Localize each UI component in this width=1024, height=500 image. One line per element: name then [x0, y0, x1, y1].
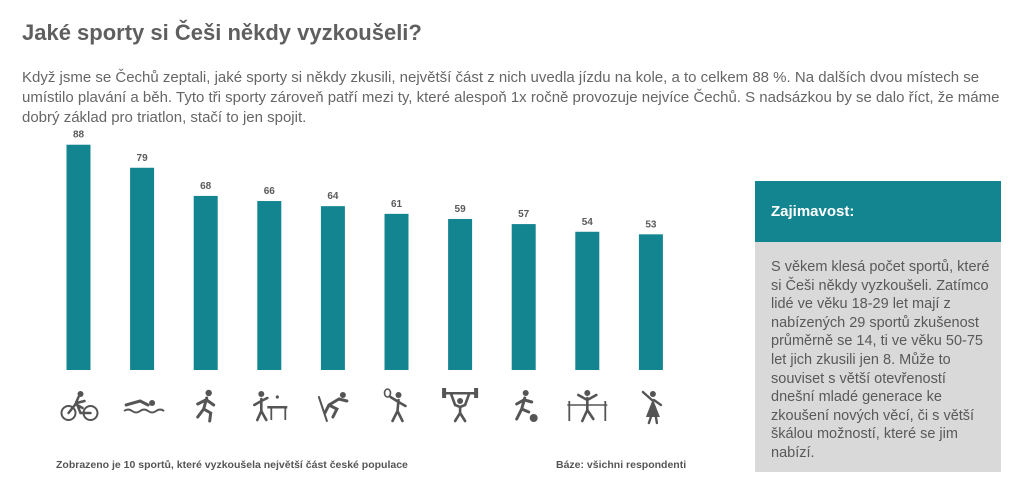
- running-icon: [196, 389, 216, 423]
- dancing-icon: [641, 390, 663, 425]
- football-icon: [515, 390, 538, 422]
- data-label: 59: [455, 204, 467, 215]
- bar: [384, 213, 409, 370]
- data-label: 54: [582, 217, 594, 228]
- swimming-icon: [123, 399, 165, 414]
- data-label: 68: [200, 181, 212, 192]
- bar: [320, 206, 345, 370]
- footnote-base: Báze: všichni respondenti: [556, 459, 687, 471]
- page-title: Jaké sporty si Češi někdy vyzkoušeli?: [22, 20, 422, 45]
- sidebar-body-box: S věkem klesá počet sportů, které si Češ…: [755, 242, 1001, 472]
- cycling-icon: [60, 391, 99, 421]
- data-label: 79: [137, 153, 149, 164]
- bar-chart: 88 79 68 66 64 61 59 57 54 53: [60, 130, 663, 425]
- data-label: 57: [518, 209, 530, 220]
- weightlifting-icon: [442, 388, 479, 423]
- footnote-shown-sports: Zobrazeno je 10 sportů, které vyzkoušela…: [56, 459, 408, 471]
- bar: [130, 167, 155, 370]
- bar: [66, 144, 91, 370]
- skiing-icon: [317, 392, 349, 422]
- bar: [575, 231, 600, 370]
- data-label: 61: [391, 199, 403, 210]
- bar: [638, 234, 663, 370]
- intro-text: Když jsme se Čechů zeptali, jaké sporty …: [22, 69, 1000, 126]
- athletics-finish-icon: [567, 390, 608, 423]
- data-label: 66: [264, 186, 276, 197]
- bar: [448, 218, 473, 370]
- sidebar-heading: Zajimavost:: [771, 203, 855, 220]
- bar: [511, 224, 536, 370]
- bar: [193, 195, 218, 370]
- tennis-icon: [383, 388, 407, 423]
- data-label: 53: [645, 219, 657, 230]
- bar: [257, 201, 282, 370]
- table-tennis-icon: [252, 391, 288, 422]
- data-label: 64: [327, 191, 339, 202]
- sidebar-text: S věkem klesá počet sportů, které si Češ…: [771, 259, 990, 461]
- data-label: 88: [73, 130, 85, 141]
- sidebar-heading-box: Zajimavost:: [755, 181, 1001, 242]
